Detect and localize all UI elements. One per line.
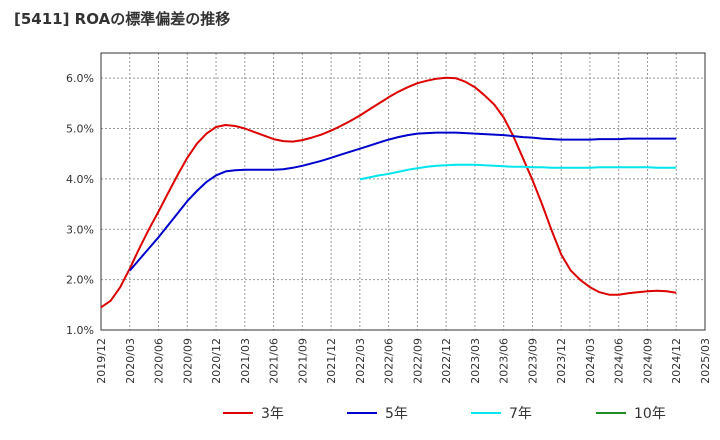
- legend-item: 10年: [596, 406, 666, 422]
- series-line-7年: [359, 163, 677, 181]
- x-tick-label: 2023/03: [469, 338, 482, 384]
- x-tick-label: 2025/03: [699, 338, 712, 384]
- y-tick-label: 4.0%: [66, 173, 94, 186]
- x-tick-label: 2024/03: [584, 338, 597, 384]
- series-layer: [100, 76, 677, 309]
- x-tick-label: 2022/09: [411, 338, 424, 384]
- x-tick-label: 2019/12: [95, 338, 108, 384]
- legend-label: 10年: [634, 406, 666, 422]
- x-tick-label: 2024/06: [613, 338, 626, 384]
- y-tick-label: 3.0%: [66, 223, 94, 236]
- x-tick-label: 2023/12: [555, 338, 568, 384]
- legend: 3年 5年 7年 10年: [223, 406, 666, 422]
- y-tick-label: 1.0%: [66, 324, 94, 337]
- x-tick-label: 2024/12: [670, 338, 683, 384]
- y-tick-label: 6.0%: [66, 72, 94, 85]
- chart-title: [5411] ROAの標準偏差の推移: [14, 10, 231, 28]
- x-tick-label: 2020/03: [124, 338, 137, 384]
- series-line-3年: [100, 76, 677, 309]
- x-tick-label: 2022/12: [440, 338, 453, 384]
- x-axis: 2019/12 2020/03 2020/06 2020/09 2020/12 2021/…: [95, 338, 712, 384]
- y-axis: 1.0% 2.0% 3.0% 4.0% 5.0% 6.0%: [66, 72, 94, 337]
- legend-label: 5年: [385, 406, 408, 422]
- y-tick-label: 5.0%: [66, 123, 94, 136]
- x-tick-label: 2020/06: [153, 338, 166, 384]
- plot-border: [100, 52, 706, 331]
- x-tick-label: 2023/06: [498, 338, 511, 384]
- legend-item: 5年: [347, 406, 408, 422]
- x-tick-label: 2023/09: [526, 338, 539, 384]
- x-tick-label: 2024/09: [641, 338, 654, 384]
- legend-label: 3年: [261, 406, 284, 422]
- x-tick-label: 2021/09: [296, 338, 309, 384]
- x-tick-label: 2020/09: [181, 338, 194, 384]
- y-tick-label: 2.0%: [66, 274, 94, 287]
- series-line-5年: [129, 131, 677, 272]
- x-tick-label: 2022/06: [383, 338, 396, 384]
- plot-area: [101, 53, 705, 330]
- x-tick-label: 2021/03: [239, 338, 252, 384]
- legend-label: 7年: [509, 406, 532, 422]
- legend-item: 7年: [471, 406, 532, 422]
- x-tick-label: 2022/03: [354, 338, 367, 384]
- x-tick-label: 2021/12: [325, 338, 338, 384]
- x-tick-label: 2021/06: [268, 338, 281, 384]
- x-tick-label: 2020/12: [210, 338, 223, 384]
- legend-item: 3年: [223, 406, 284, 422]
